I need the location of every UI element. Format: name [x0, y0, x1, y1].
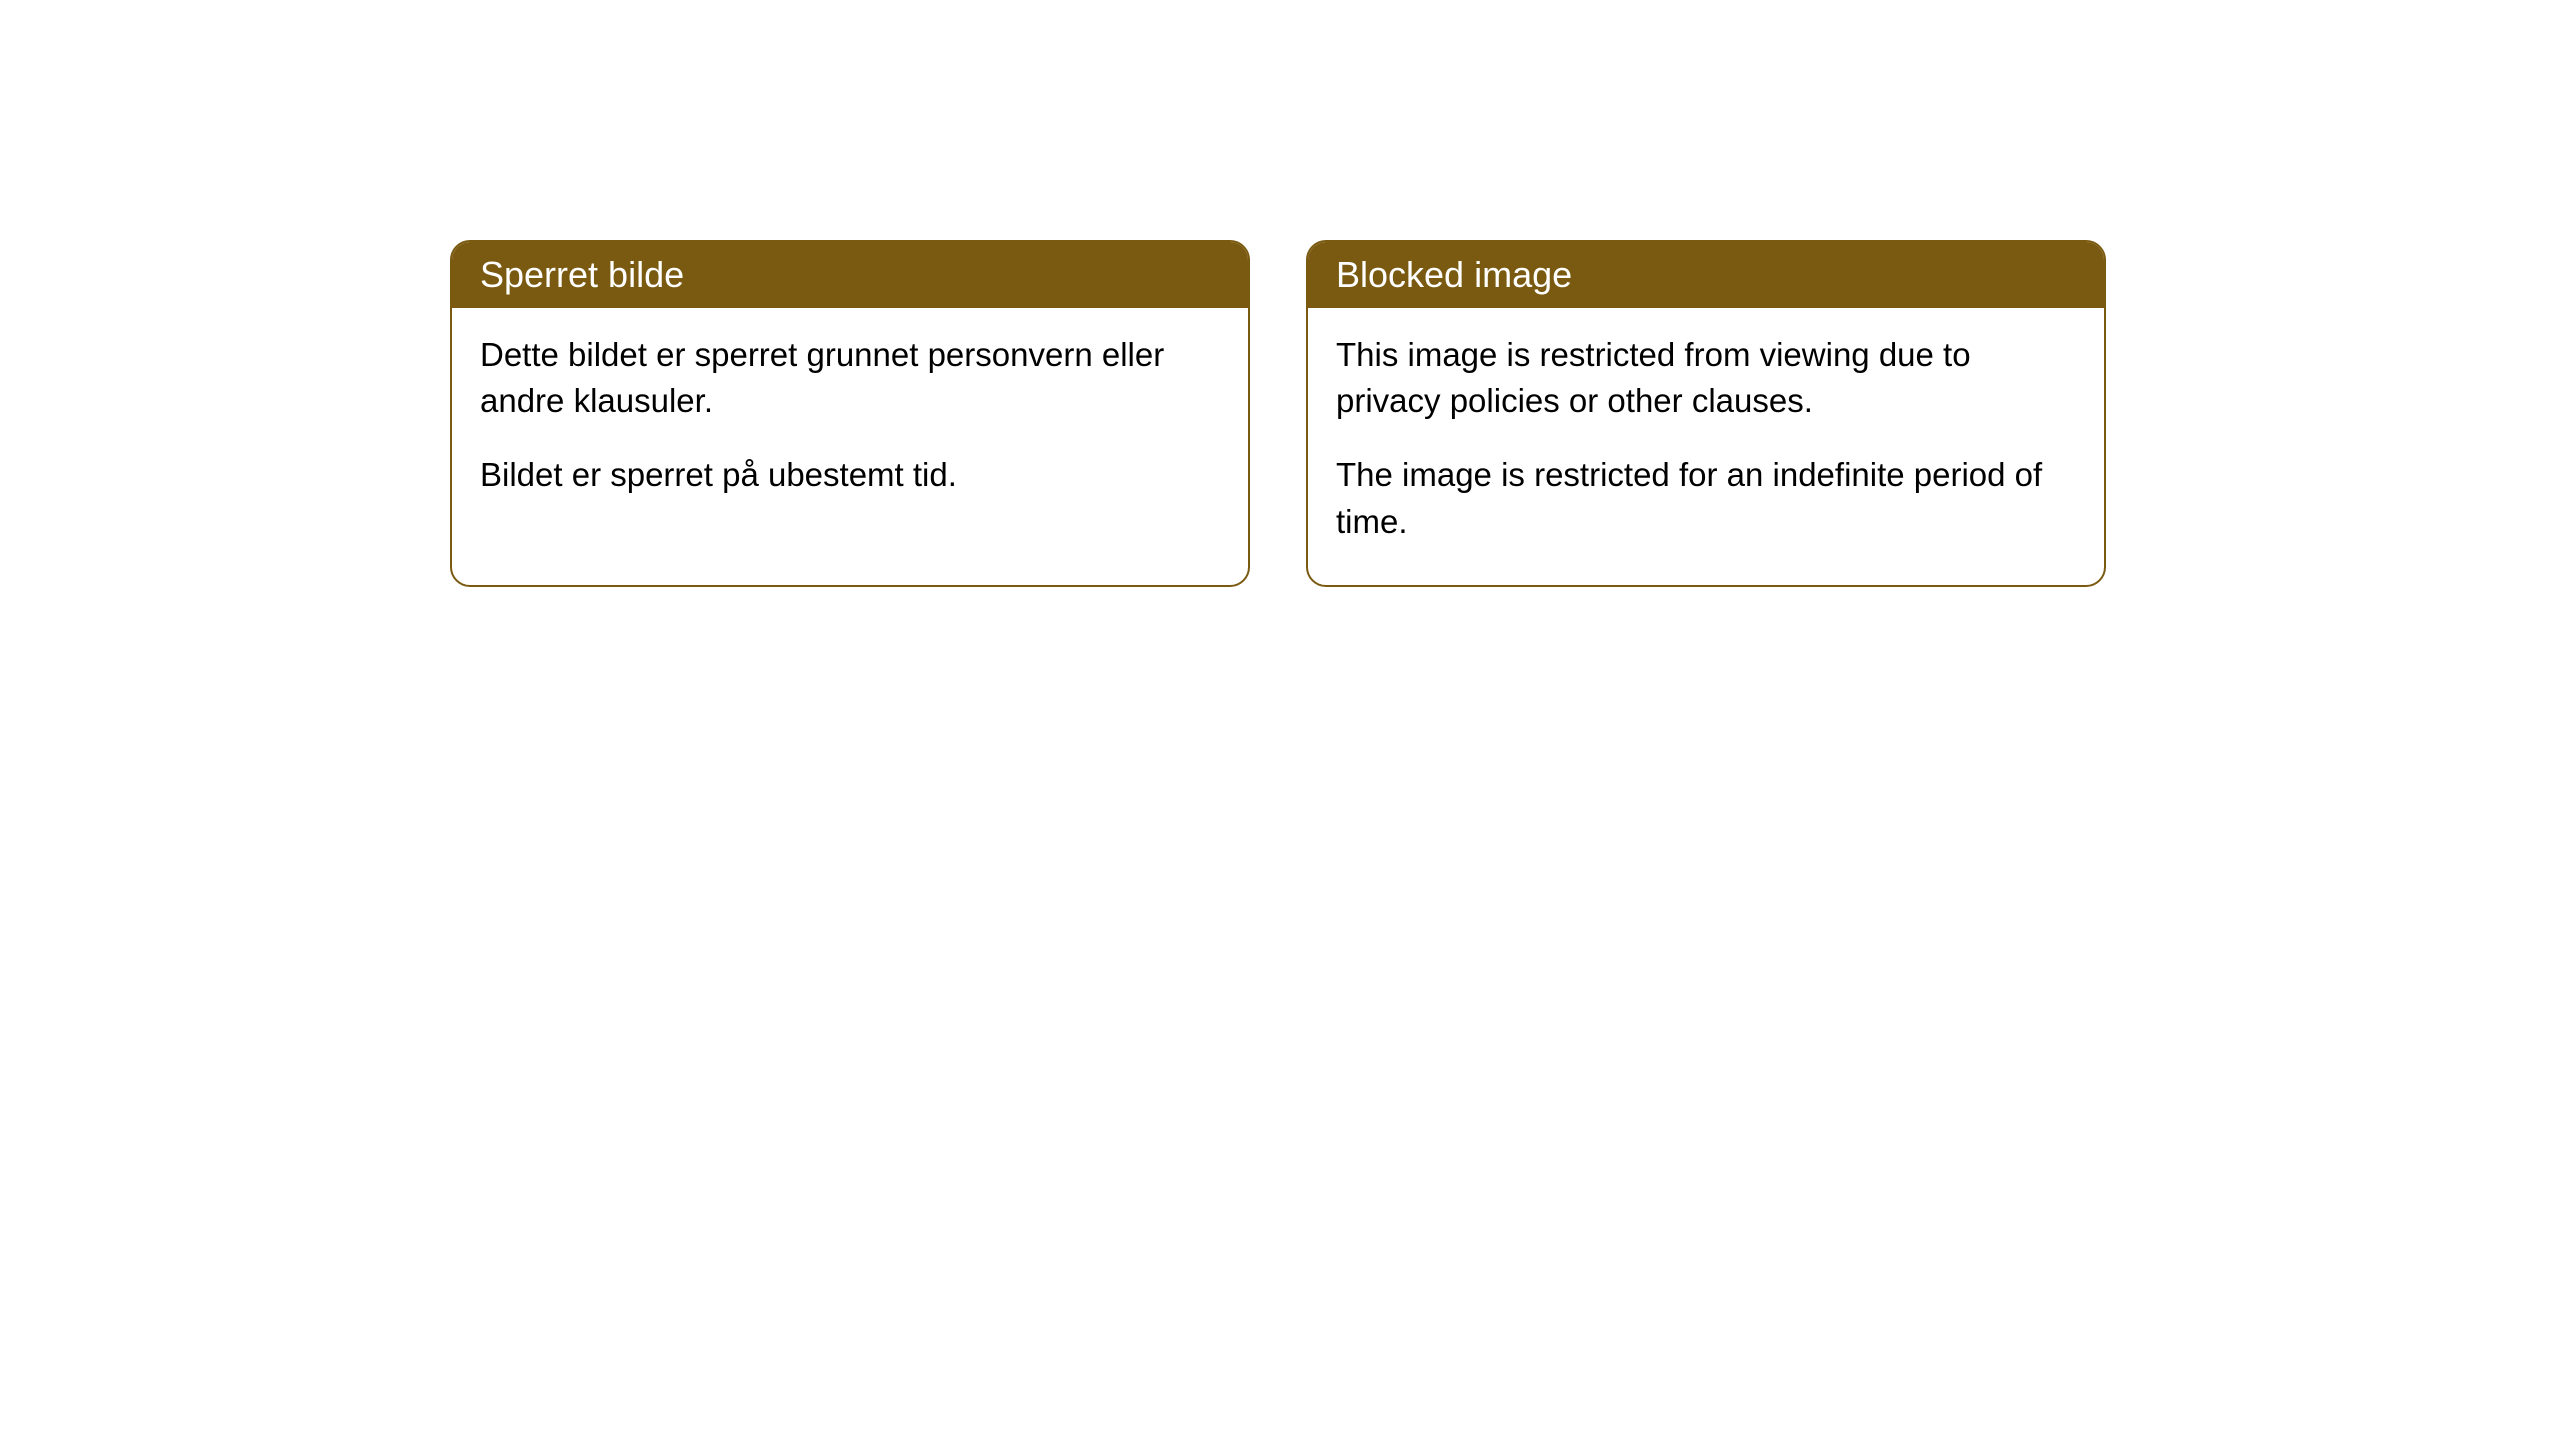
card-body-no: Dette bildet er sperret grunnet personve…	[452, 308, 1248, 539]
card-header-no: Sperret bilde	[452, 242, 1248, 308]
card-text-en-2: The image is restricted for an indefinit…	[1336, 452, 2076, 544]
card-header-en: Blocked image	[1308, 242, 2104, 308]
card-text-no-1: Dette bildet er sperret grunnet personve…	[480, 332, 1220, 424]
cards-container: Sperret bilde Dette bildet er sperret gr…	[450, 240, 2560, 587]
card-text-en-1: This image is restricted from viewing du…	[1336, 332, 2076, 424]
blocked-image-card-en: Blocked image This image is restricted f…	[1306, 240, 2106, 587]
blocked-image-card-no: Sperret bilde Dette bildet er sperret gr…	[450, 240, 1250, 587]
card-text-no-2: Bildet er sperret på ubestemt tid.	[480, 452, 1220, 498]
card-body-en: This image is restricted from viewing du…	[1308, 308, 2104, 585]
